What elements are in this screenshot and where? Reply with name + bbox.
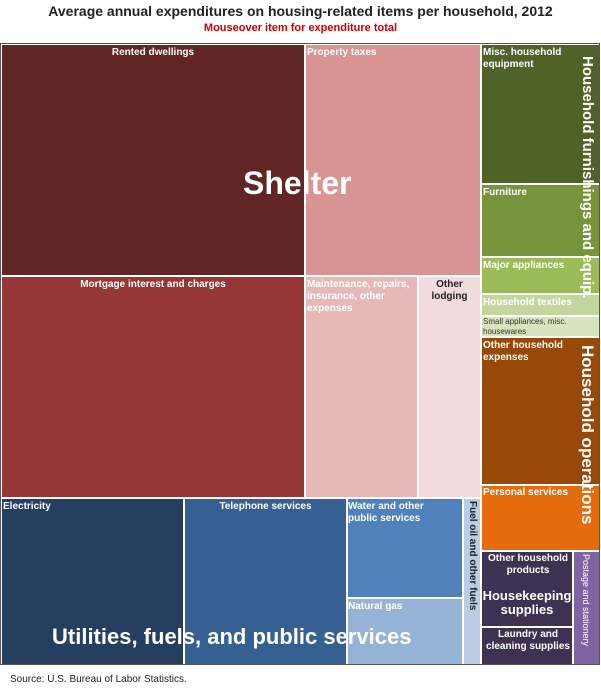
chart-subtitle: Mouseover item for expenditure total bbox=[203, 22, 398, 34]
treemap-cell-fuel-oil[interactable]: Fuel oil and other fuels bbox=[463, 498, 481, 665]
cell-label-maintenance: Maintenance, repairs, insurance, other e… bbox=[307, 279, 410, 314]
chart-title: Average annual expenditures on housing-r… bbox=[48, 3, 553, 19]
cell-label-rented: Rented dwellings bbox=[111, 47, 195, 58]
cell-label-personal-services: Personal services bbox=[483, 487, 569, 498]
treemap-cell-other-lodging[interactable]: Other lodging bbox=[418, 276, 481, 498]
cell-label-other-products: Other household products bbox=[488, 553, 568, 576]
treemap-cell-misc-equipment[interactable]: Misc. household equipment bbox=[481, 44, 600, 184]
treemap-cell-maintenance[interactable]: Maintenance, repairs, insurance, other e… bbox=[305, 276, 418, 498]
treemap-cell-furniture[interactable]: Furniture bbox=[481, 184, 600, 257]
treemap-cell-property-taxes[interactable]: Property taxes bbox=[305, 44, 481, 276]
cell-label-misc-equipment: Misc. household equipment bbox=[483, 47, 562, 70]
cell-label-electricity: Electricity bbox=[3, 501, 51, 512]
cell-label-major-appliances: Major appliances bbox=[483, 260, 565, 271]
source-note: Source: U.S. Bureau of Labor Statistics. bbox=[10, 674, 187, 685]
cell-label-telephone: Telephone services bbox=[219, 501, 312, 512]
cell-label-textiles: Household textiles bbox=[483, 297, 572, 308]
treemap-cell-personal-services[interactable]: Personal services bbox=[481, 485, 600, 551]
treemap-cell-telephone[interactable]: Telephone services bbox=[184, 498, 347, 665]
cell-label-other-expenses: Other household expenses bbox=[483, 340, 563, 363]
cell-label-fuel-oil: Fuel oil and other fuels bbox=[467, 501, 478, 611]
cell-label-water: Water and other public services bbox=[348, 501, 424, 524]
treemap-cell-natural-gas[interactable]: Natural gas bbox=[347, 598, 463, 665]
treemap-cell-water[interactable]: Water and other public services bbox=[347, 498, 463, 598]
cell-label-furniture: Furniture bbox=[483, 187, 527, 198]
treemap-cell-mortgage[interactable]: Mortgage interest and charges bbox=[1, 276, 305, 498]
treemap-cell-other-products[interactable]: Other household products bbox=[481, 551, 573, 627]
treemap-cell-small-appliances[interactable]: Small appliances, misc. housewares bbox=[481, 316, 600, 337]
treemap-cell-laundry[interactable]: Laundry and cleaning supplies bbox=[481, 627, 573, 665]
treemap-cell-major-appliances[interactable]: Major appliances bbox=[481, 257, 600, 294]
treemap-cell-postage[interactable]: Postage and stationery bbox=[573, 551, 600, 665]
treemap-cell-rented[interactable]: Rented dwellings bbox=[1, 44, 305, 276]
treemap-cell-other-expenses[interactable]: Other household expenses bbox=[481, 337, 600, 485]
cell-label-property-taxes: Property taxes bbox=[307, 47, 377, 58]
cell-label-small-appliances: Small appliances, misc. housewares bbox=[483, 317, 567, 336]
cell-label-postage: Postage and stationery bbox=[581, 554, 591, 647]
cell-label-natural-gas: Natural gas bbox=[348, 601, 403, 612]
cell-label-laundry: Laundry and cleaning supplies bbox=[486, 629, 570, 652]
cell-label-mortgage: Mortgage interest and charges bbox=[80, 279, 226, 290]
cell-label-other-lodging: Other lodging bbox=[431, 279, 468, 302]
treemap-cell-textiles[interactable]: Household textiles bbox=[481, 294, 600, 316]
treemap-cell-electricity[interactable]: Electricity bbox=[1, 498, 184, 665]
